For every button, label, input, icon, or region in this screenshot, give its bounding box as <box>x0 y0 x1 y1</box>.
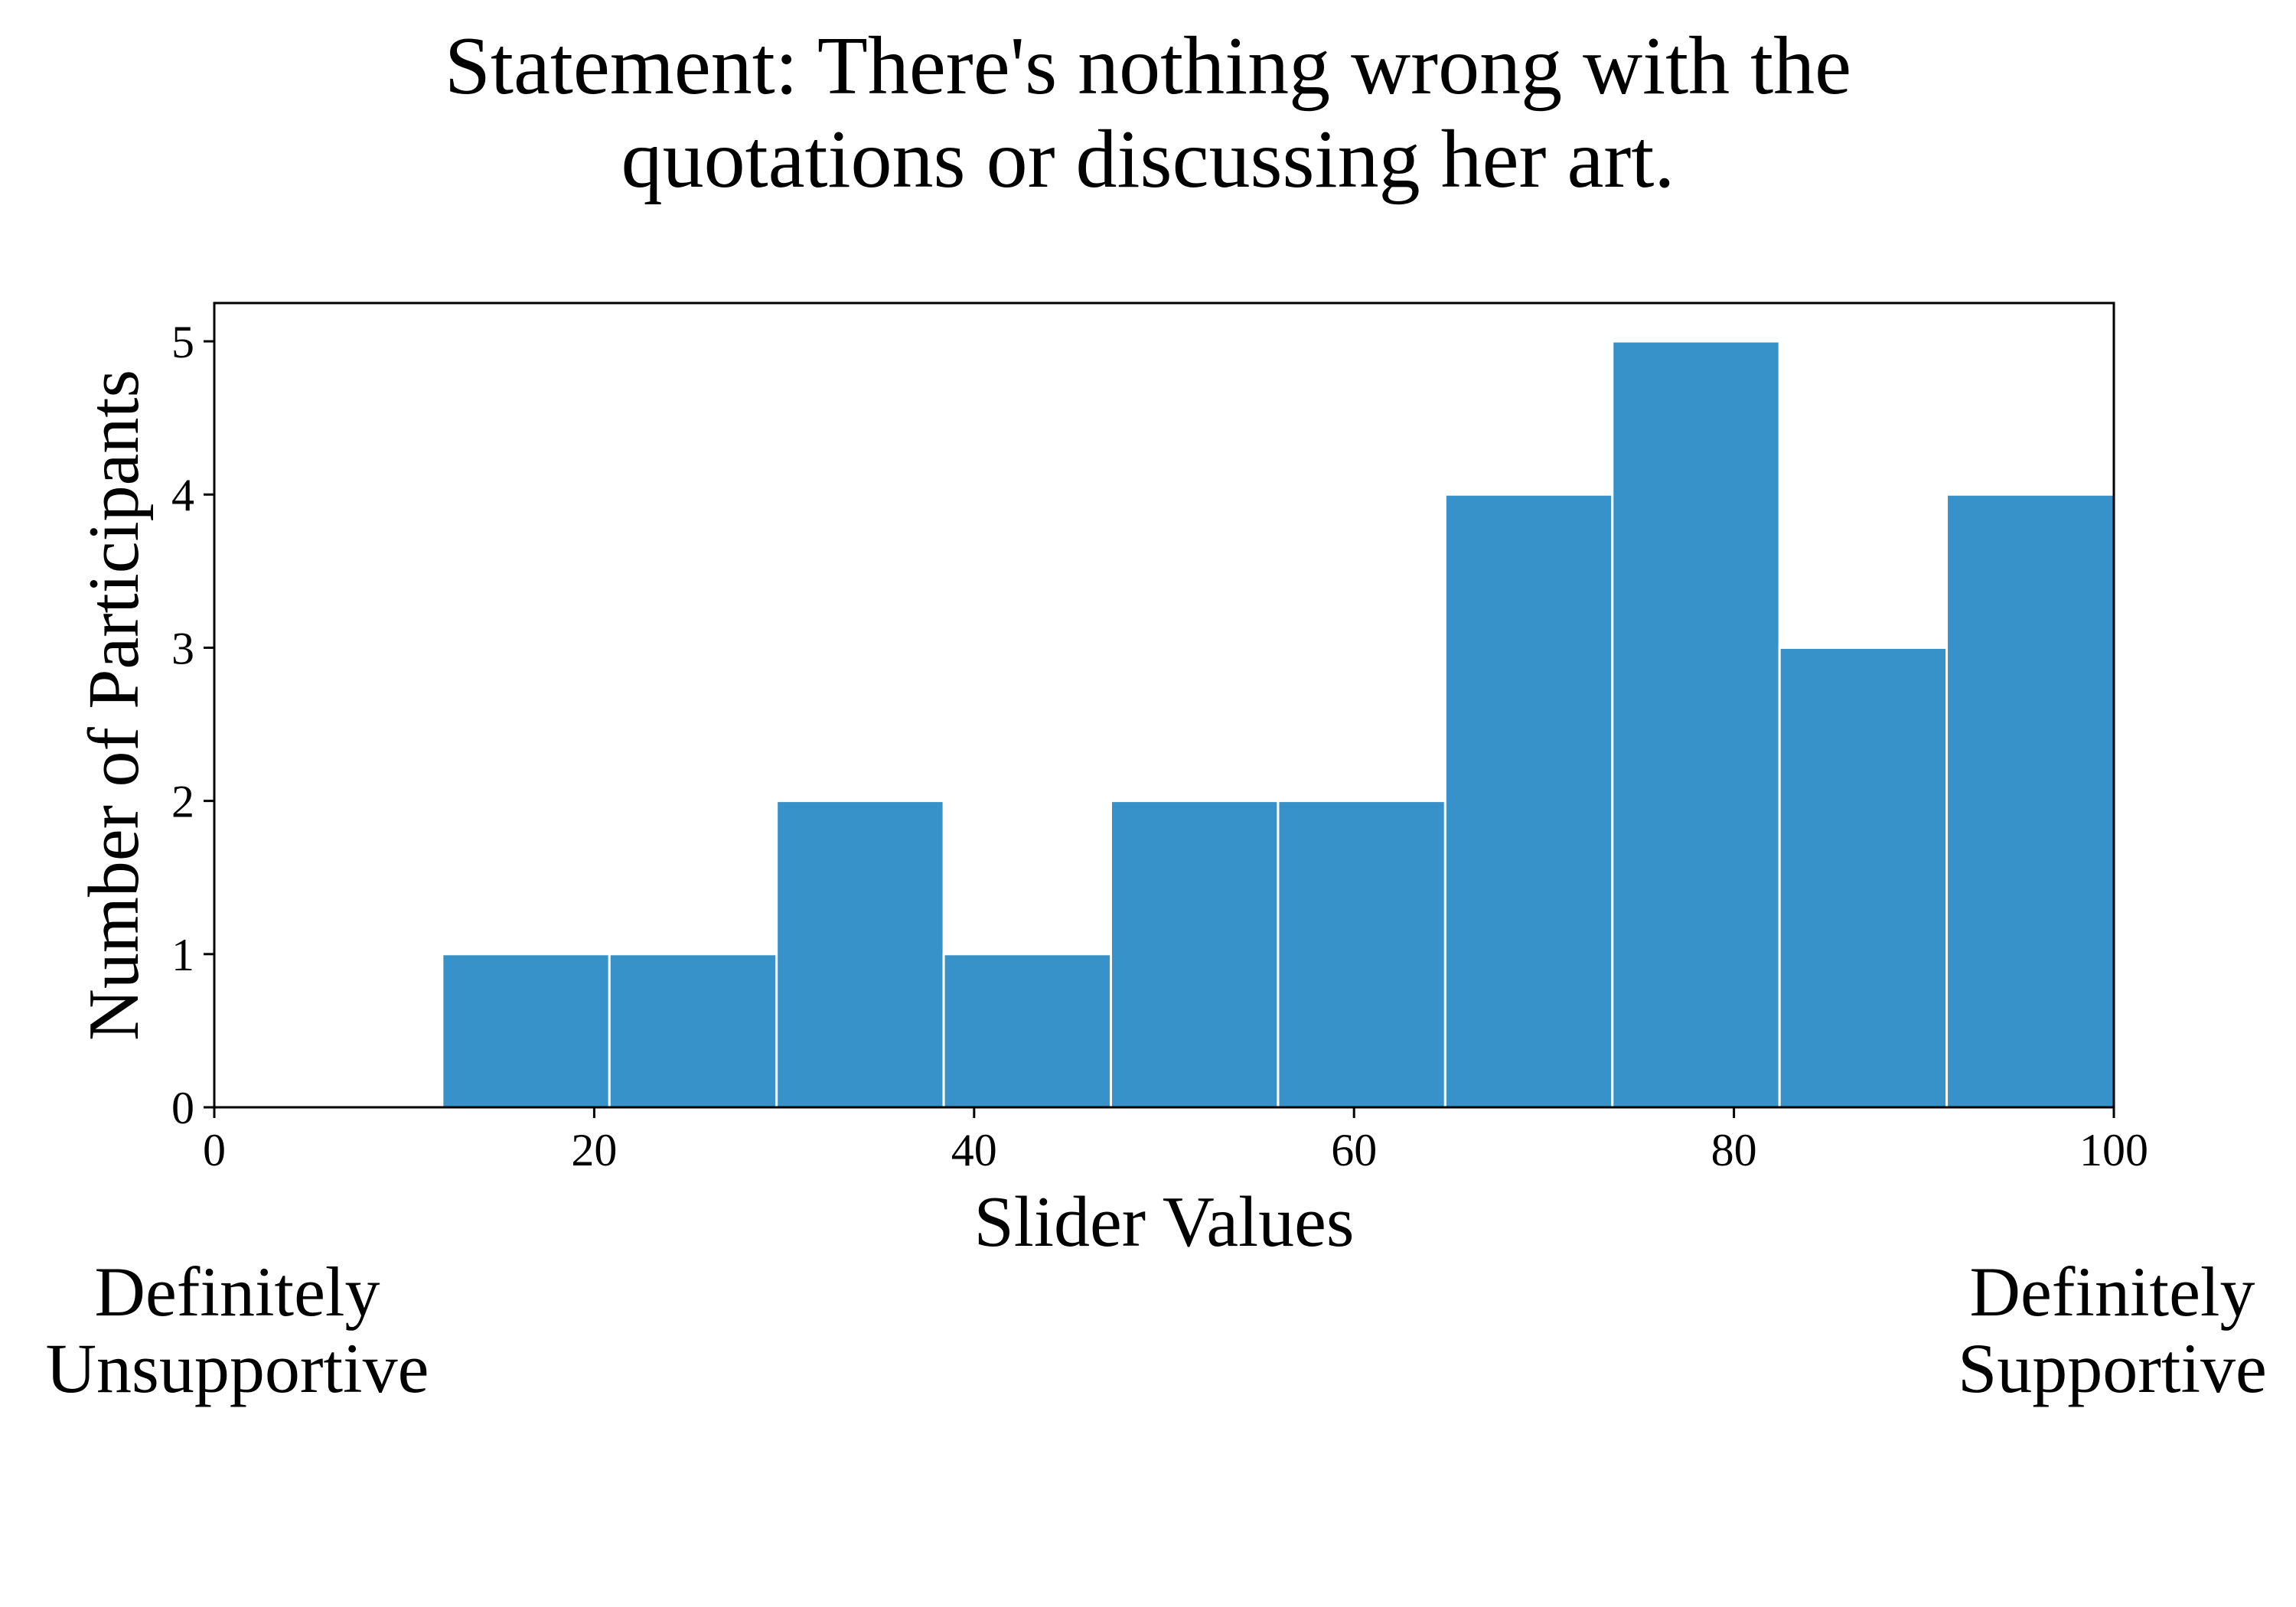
y-tick-label: 1 <box>171 930 194 980</box>
chart-title: Statement: There's nothing wrong with th… <box>444 21 1852 205</box>
x-tick-label: 20 <box>571 1125 617 1175</box>
y-tick-label: 2 <box>171 777 194 827</box>
y-tick-label: 4 <box>171 470 194 520</box>
y-axis-label: Number of Participants <box>74 370 154 1041</box>
y-ticks-group: 0 1 2 3 4 5 <box>171 317 214 1133</box>
x-tick-label: 60 <box>1331 1125 1377 1175</box>
x-ticks-group: 0 20 40 60 80 100 <box>203 1107 2148 1175</box>
x-tick-label: 100 <box>2079 1125 2148 1175</box>
y-tick-label: 0 <box>171 1083 194 1133</box>
x-tick-label: 0 <box>203 1125 226 1175</box>
x-tick-label: 40 <box>951 1125 997 1175</box>
histogram-bar <box>1110 800 1280 1109</box>
histogram-bar <box>1443 493 1614 1109</box>
x-tick-label: 80 <box>1711 1125 1757 1175</box>
histogram-bar <box>441 953 611 1109</box>
y-tick-label: 3 <box>171 623 194 673</box>
histogram-bar <box>1945 493 2115 1109</box>
histogram-bar <box>1778 646 1949 1109</box>
y-tick-label: 5 <box>171 317 194 367</box>
bars-group <box>441 340 2115 1109</box>
scale-label-left: Definitely Unsupportive <box>45 1253 429 1407</box>
histogram-bar <box>942 953 1113 1109</box>
x-axis-label: Slider Values <box>974 1182 1355 1262</box>
histogram-bar <box>775 800 945 1109</box>
histogram-bar <box>1611 340 1781 1109</box>
histogram-bar <box>1277 800 1446 1109</box>
scale-label-right: Definitely Supportive <box>1958 1253 2267 1407</box>
histogram-bar <box>608 953 778 1109</box>
plot-frame <box>213 302 2115 1109</box>
